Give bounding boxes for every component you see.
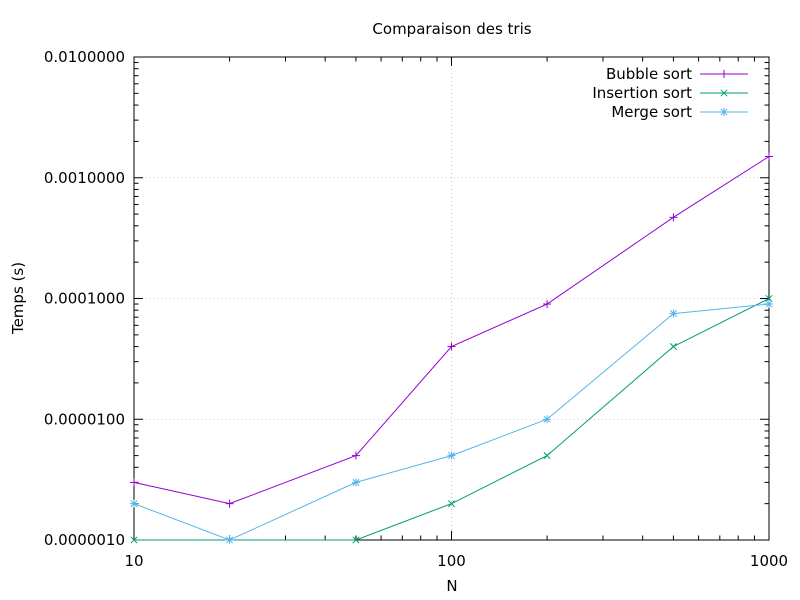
series-merge-sort	[130, 300, 773, 544]
x-axis-label: N	[446, 577, 457, 595]
y-axis-label: Temps (s)	[9, 262, 27, 335]
series-layer	[130, 152, 773, 544]
data-point	[447, 500, 456, 508]
data-point	[765, 152, 773, 161]
data-point	[720, 70, 728, 78]
series-insertion-sort	[130, 294, 773, 544]
legend-entry-bubble-sort: Bubble sort	[606, 65, 748, 83]
series-line-bubble-sort	[133, 156, 770, 505]
y-tick-label: 0.0010000	[44, 169, 125, 187]
data-point	[720, 89, 728, 97]
legend-entry-merge-sort: Merge sort	[611, 103, 748, 121]
legend-label: Bubble sort	[606, 65, 692, 83]
data-point	[130, 478, 138, 487]
chart-title: Comparaison des tris	[372, 20, 531, 38]
x-tick-label: 100	[437, 552, 466, 570]
series-line-insertion-sort	[134, 298, 770, 541]
data-point	[351, 451, 360, 460]
x-tick-label: 1000	[750, 552, 788, 570]
data-point	[765, 294, 773, 303]
data-point	[352, 536, 360, 544]
axis-ticks: 10 100 1000 0.0000010 0.0000100 0.0001000 0.00…	[44, 48, 788, 570]
y-tick-label: 0.0000100	[44, 410, 125, 428]
data-point	[130, 536, 138, 544]
data-point	[447, 451, 456, 460]
series-bubble-sort	[130, 152, 773, 508]
data-point	[351, 478, 360, 487]
data-point	[765, 300, 773, 309]
data-point	[543, 452, 551, 460]
data-point	[543, 300, 552, 309]
legend-entry-insertion-sort: Insertion sort	[592, 84, 748, 102]
x-tick-label: 10	[124, 552, 143, 570]
legend-label: Merge sort	[611, 103, 692, 121]
grid	[134, 57, 769, 540]
data-point	[225, 536, 234, 544]
data-point	[543, 415, 552, 424]
data-point	[447, 342, 456, 351]
y-tick-label: 0.0000010	[44, 531, 125, 549]
data-point	[720, 108, 728, 116]
data-point	[669, 309, 678, 318]
legend-label: Insertion sort	[592, 84, 692, 102]
y-tick-label: 0.0001000	[44, 290, 125, 308]
y-tick-label: 0.0100000	[44, 48, 125, 66]
data-point	[130, 499, 138, 508]
data-point	[669, 342, 677, 351]
data-point	[669, 213, 678, 222]
data-point	[225, 499, 234, 508]
